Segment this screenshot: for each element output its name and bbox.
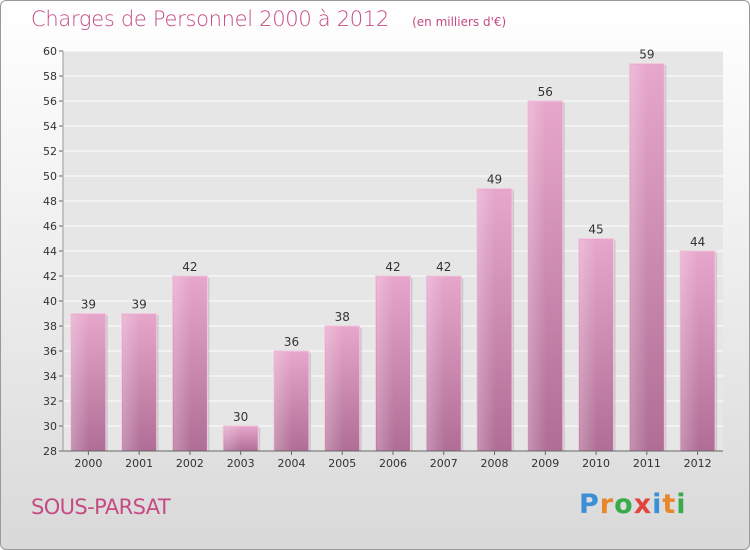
y-tick-label: 58: [43, 70, 57, 83]
y-tick-label: 48: [43, 195, 57, 208]
y-tick-label: 32: [43, 395, 57, 408]
y-tick-label: 46: [43, 220, 57, 233]
bar-highlight: [630, 64, 648, 451]
y-tick-label: 34: [43, 370, 57, 383]
bar-highlight: [579, 239, 598, 451]
data-label: 42: [436, 260, 451, 274]
bar-highlight: [681, 252, 699, 451]
logo-letter: i: [652, 489, 663, 520]
bar-highlight: [376, 277, 394, 451]
y-tick-label: 38: [43, 320, 57, 333]
chart-subtitle: (en milliers d'€): [412, 15, 507, 29]
x-tick-label: 2000: [74, 457, 102, 470]
y-tick-label: 28: [43, 445, 57, 458]
data-label: 56: [538, 85, 553, 99]
bar-highlight: [478, 189, 496, 451]
y-tick-label: 30: [43, 420, 57, 433]
y-tick-label: 42: [43, 270, 57, 283]
bar-highlight: [325, 327, 344, 451]
data-label: 49: [487, 173, 502, 187]
data-label: 38: [335, 310, 350, 324]
data-label: 39: [81, 298, 96, 312]
logo-letter: r: [599, 489, 615, 520]
bar-highlight: [224, 427, 242, 451]
data-label: 36: [284, 335, 299, 349]
x-tick-label: 2001: [125, 457, 153, 470]
x-tick-label: 2006: [379, 457, 407, 470]
logo-letter: P: [579, 489, 600, 520]
data-label: 39: [132, 298, 147, 312]
chart-title: Charges de Personnel 2000 à 2012: [31, 7, 389, 31]
data-label: 42: [182, 260, 197, 274]
data-label: 45: [588, 223, 603, 237]
y-tick-label: 56: [43, 95, 57, 108]
x-tick-label: 2003: [227, 457, 255, 470]
x-tick-label: 2010: [582, 457, 610, 470]
logo-letter: i: [676, 489, 687, 520]
logo-letter: t: [662, 489, 677, 520]
y-tick-label: 50: [43, 170, 57, 183]
x-tick-label: 2009: [531, 457, 559, 470]
y-tick-label: 40: [43, 295, 57, 308]
proxiti-logo: Proxiti: [579, 489, 687, 520]
y-tick-label: 44: [43, 245, 57, 258]
x-tick-label: 2008: [481, 457, 509, 470]
x-tick-label: 2004: [277, 457, 305, 470]
data-label: 59: [639, 48, 654, 62]
data-label: 42: [385, 260, 400, 274]
bar-highlight: [427, 277, 445, 451]
bar-highlight: [71, 314, 90, 451]
data-label: 30: [233, 410, 248, 424]
y-tick-label: 52: [43, 145, 57, 158]
x-tick-label: 2005: [328, 457, 356, 470]
bar-highlight: [122, 314, 141, 451]
logo-letter: o: [614, 489, 634, 520]
logo-letter: x: [633, 489, 653, 520]
bar-highlight: [528, 102, 547, 451]
x-tick-label: 2007: [430, 457, 458, 470]
x-tick-label: 2012: [684, 457, 712, 470]
y-tick-label: 60: [43, 45, 57, 58]
y-tick-label: 36: [43, 345, 57, 358]
chart-title-block: Charges de Personnel 2000 à 2012 (en mil…: [31, 7, 506, 31]
x-tick-label: 2011: [633, 457, 661, 470]
bar-highlight: [274, 352, 293, 451]
bar-highlight: [173, 277, 191, 451]
data-label: 44: [690, 235, 705, 249]
y-tick-label: 54: [43, 120, 57, 133]
commune-name: SOUS-PARSAT: [31, 495, 171, 519]
x-tick-label: 2002: [176, 457, 204, 470]
